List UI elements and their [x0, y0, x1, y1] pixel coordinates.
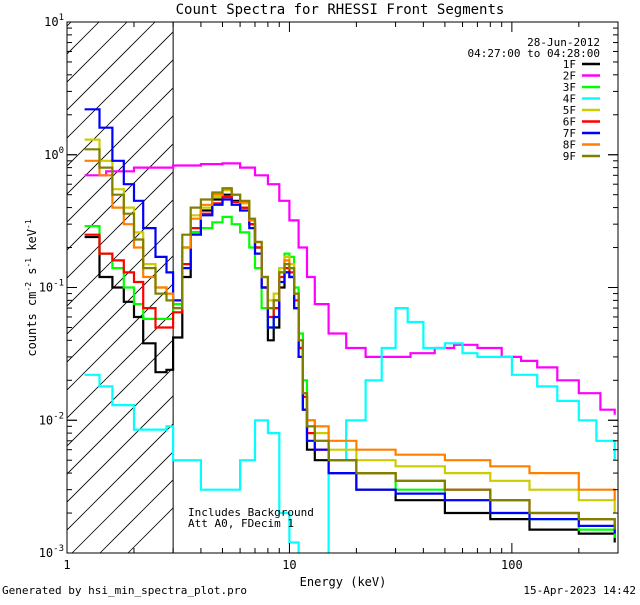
series-5F [84, 138, 616, 513]
series-7F [84, 108, 616, 534]
date-label: 28-Jun-2012 [527, 36, 600, 49]
hatch-line [67, 367, 174, 475]
generated-by-label: Generated by hsi_min_spectra_plot.pro [2, 584, 247, 597]
hatch-line [67, 283, 174, 391]
hatch-line [0, 22, 15, 553]
x-tick-label: 10 [282, 558, 296, 572]
x-tick-label: 1 [63, 558, 70, 572]
time-range-label: 04:27:00 to 04:28:00 [468, 47, 600, 60]
y-tick-label: 10-3 [39, 544, 64, 560]
y-tick-label: 101 [44, 13, 64, 29]
legend-label-6F: 6F [563, 116, 576, 129]
x-tick-label: 100 [501, 558, 523, 572]
hatch-line [67, 199, 174, 307]
y-axis-label: counts cm-2 s-1 keV-1 [24, 219, 39, 356]
hatch-line [67, 31, 174, 139]
legend-label-9F: 9F [563, 150, 576, 163]
annotation-text: Att A0, FDecim 1 [188, 517, 294, 530]
series-6F [84, 196, 616, 530]
axis-ticks [66, 21, 619, 554]
x-tick-labels: 1 10 100 [63, 558, 522, 572]
legend-label-2F: 2F [563, 70, 576, 83]
y-tick-label: 10-1 [39, 279, 64, 295]
series-layer [84, 22, 616, 553]
chart-title: Count Spectra for RHESSI Front Segments [176, 2, 505, 18]
hatch-line [67, 255, 174, 363]
legend-label-7F: 7F [563, 127, 576, 140]
hatch-line [71, 451, 174, 553]
y-tick-label: 10-2 [39, 411, 64, 427]
annotation-text: Includes Background [188, 506, 314, 519]
hatch-line [67, 87, 174, 195]
series-9F [84, 148, 616, 530]
legend-label-1F: 1F [563, 58, 576, 71]
series-2F [84, 162, 616, 415]
hatch-line [0, 22, 43, 553]
legend-label-8F: 8F [563, 139, 576, 152]
legend-label-3F: 3F [563, 81, 576, 94]
y-tick-labels: 10-3 10-2 10-1 100 101 [39, 13, 64, 560]
legend-label-5F: 5F [563, 104, 576, 117]
series-4F [84, 307, 616, 553]
y-tick-label: 100 [44, 146, 64, 162]
legend-label-4F: 4F [563, 93, 576, 106]
hatch-line [67, 395, 174, 503]
hatch-line [67, 423, 174, 531]
hatched-region [0, 22, 174, 553]
hatch-line [67, 59, 174, 167]
footer-timestamp: 15-Apr-2023 14:42 [523, 584, 636, 597]
x-axis-label: Energy (keV) [300, 575, 387, 589]
